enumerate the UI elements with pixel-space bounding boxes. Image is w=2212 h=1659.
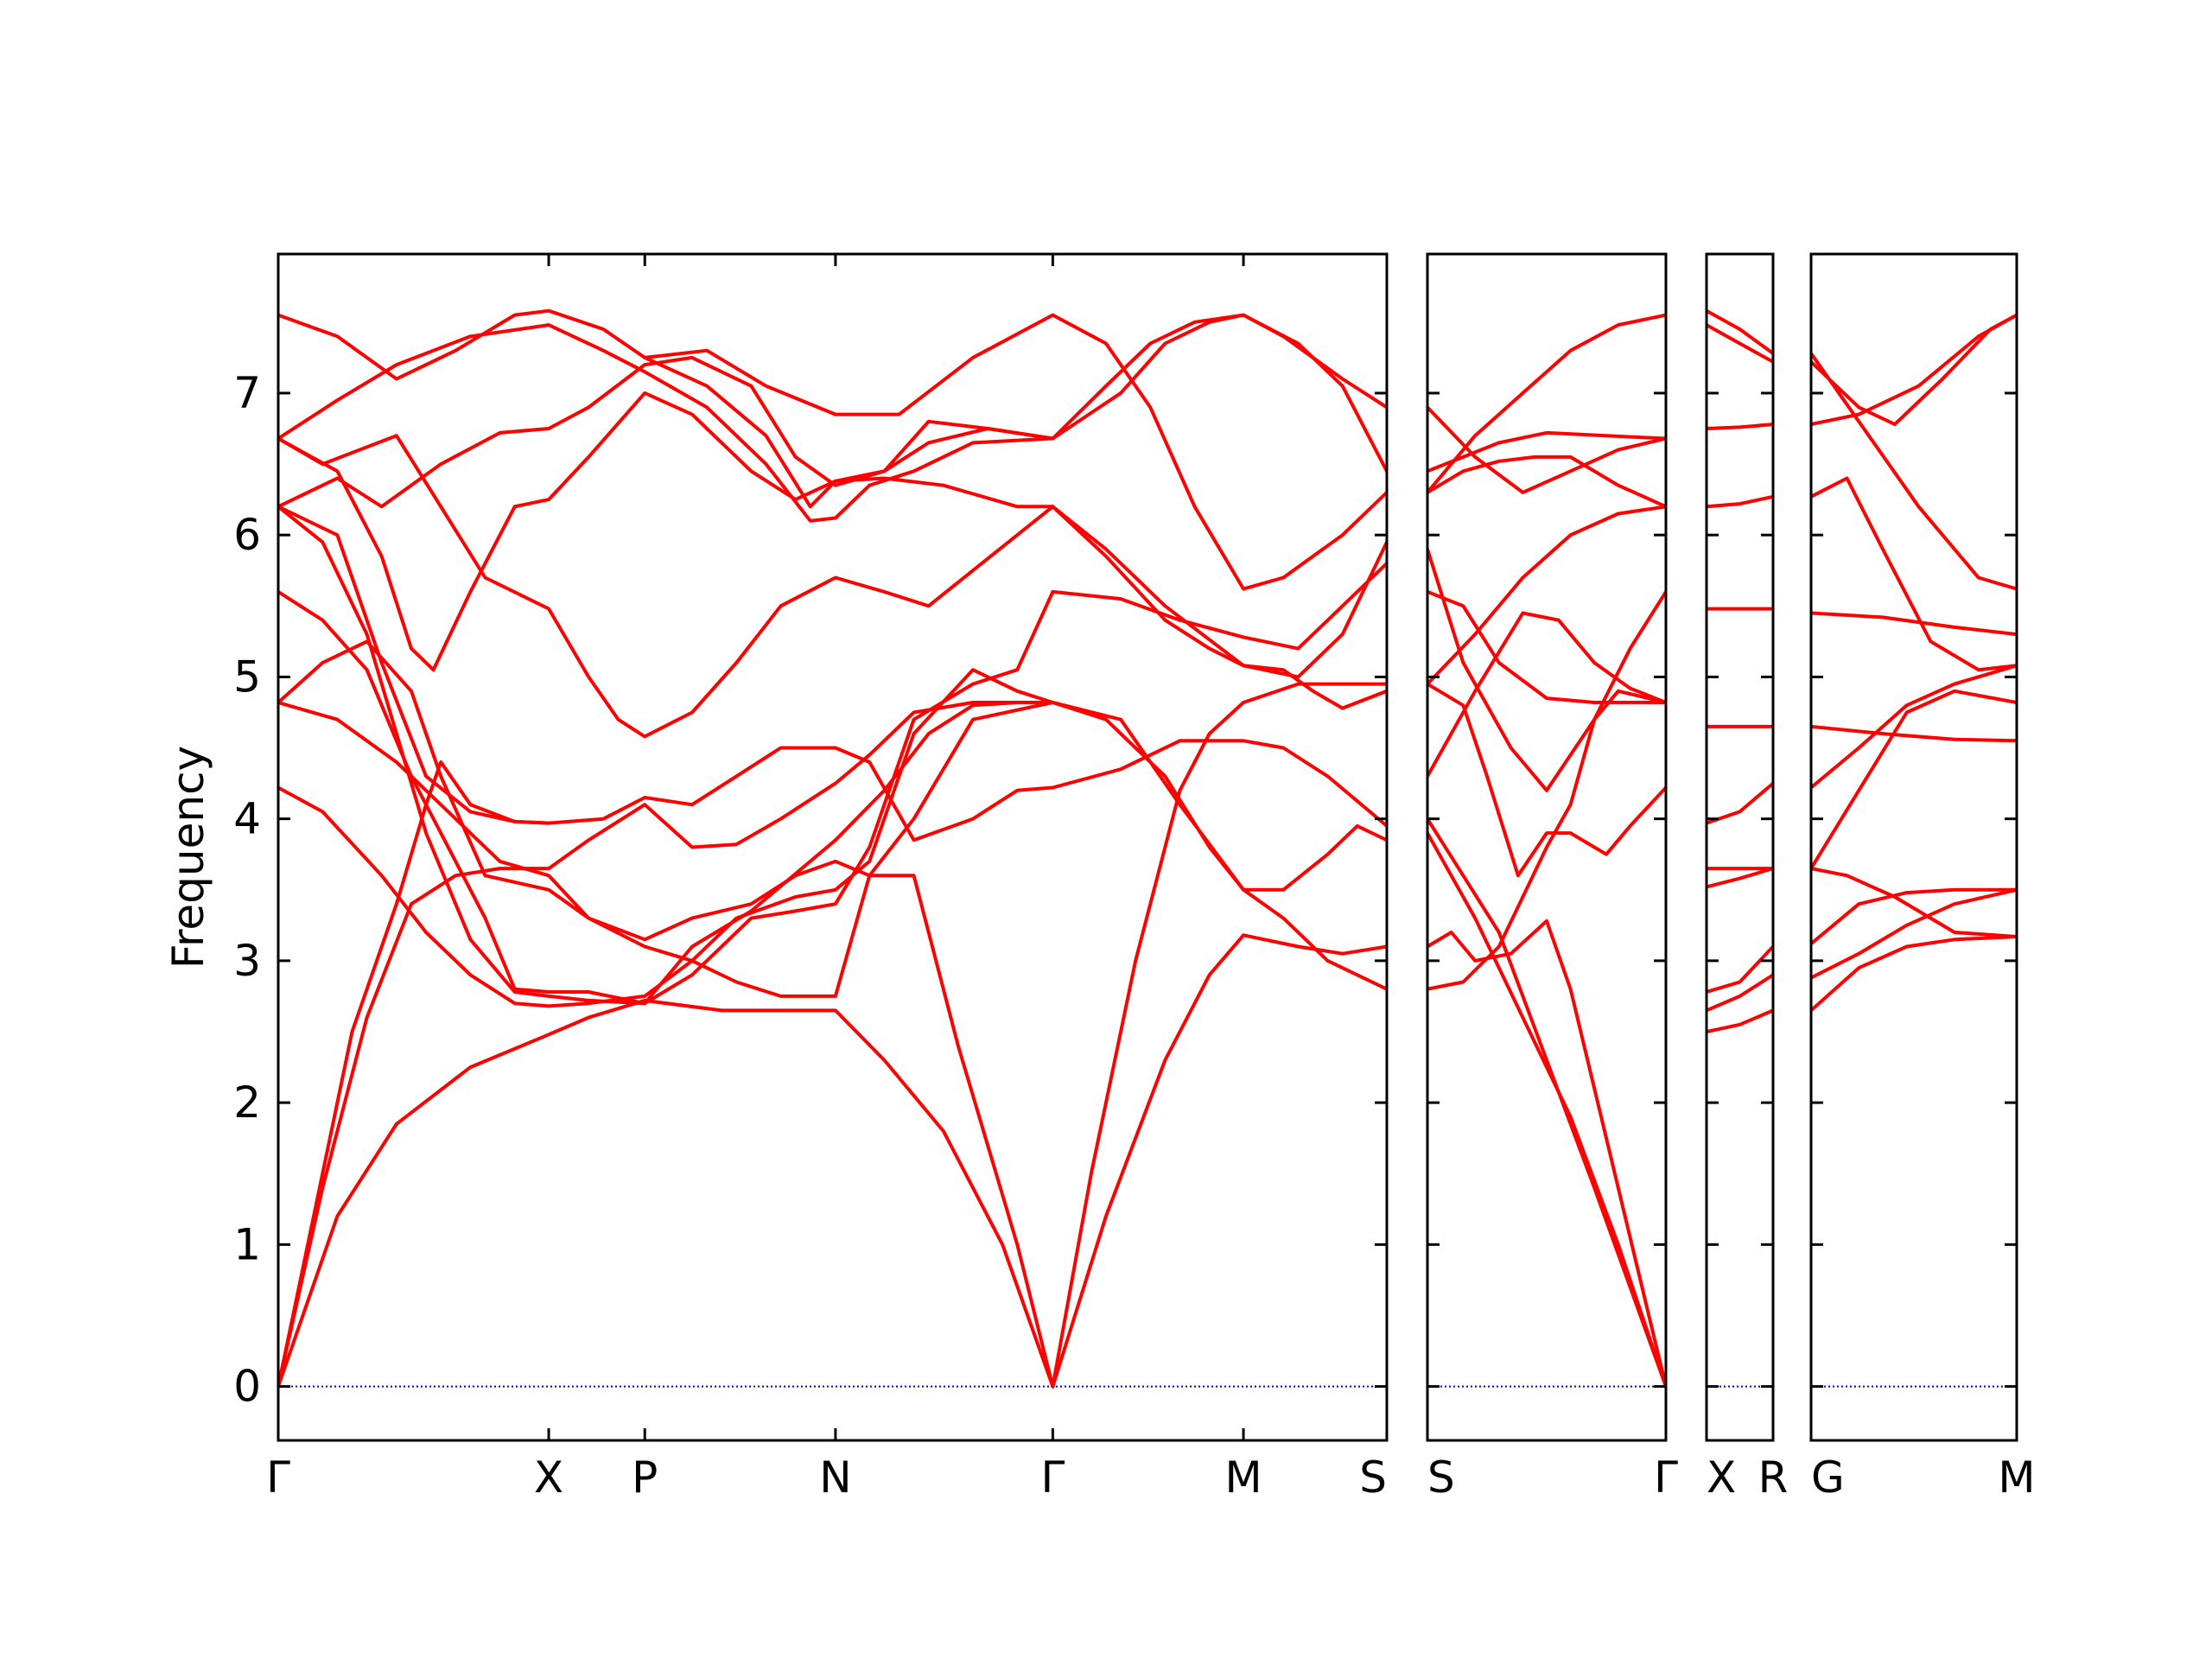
x-tick-label: G xyxy=(1811,1452,1845,1503)
phonon-branch xyxy=(1427,405,1666,494)
y-tick-label: 1 xyxy=(233,1219,261,1269)
phonon-branch xyxy=(1811,352,2017,591)
phonon-branch xyxy=(1051,701,1387,892)
phonon-branch xyxy=(1427,547,1666,792)
y-tick-label: 7 xyxy=(233,368,261,418)
phonon-branch xyxy=(1427,831,1666,1389)
phonon-branch xyxy=(278,308,1055,509)
panel-frame xyxy=(1809,252,2018,1442)
y-tick-label: 6 xyxy=(233,510,261,560)
phonon-branch xyxy=(1427,313,1666,494)
x-tick-label: Γ xyxy=(1654,1452,1678,1503)
phonon-branch xyxy=(1707,973,1773,1013)
phonon-branch xyxy=(278,701,1055,942)
panel-p1: 0 1 2 3 4 5 6 7 Γ X P N Γ M S xyxy=(233,252,1389,1503)
x-tick-label: R xyxy=(1758,1452,1789,1503)
phonon-branch xyxy=(1051,505,1387,679)
x-tick-label: S xyxy=(1359,1452,1387,1503)
x-tick-label: S xyxy=(1427,1452,1455,1503)
phonon-branch xyxy=(1707,944,1773,994)
phonon-branch xyxy=(1811,611,2017,637)
x-tick-label: Γ xyxy=(1040,1452,1065,1503)
branch-group xyxy=(278,308,1387,1389)
phonon-branch xyxy=(1427,682,1666,878)
phonon-branch xyxy=(278,391,1055,672)
y-tick-label: 0 xyxy=(233,1362,261,1412)
phonon-branch xyxy=(1811,664,2017,790)
phonon-branch xyxy=(278,505,551,825)
phonon-branch xyxy=(278,639,1055,963)
panel-frame xyxy=(1426,252,1668,1442)
phonon-branch xyxy=(1051,313,1387,474)
phonon-branch xyxy=(278,746,1055,1389)
phonon-branch xyxy=(1427,589,1666,704)
phonon-branch xyxy=(1811,867,2017,938)
phonon-branch xyxy=(1427,611,1666,779)
phonon-branch xyxy=(643,701,1055,1006)
phonon-branch xyxy=(1051,313,1387,591)
phonon-branch xyxy=(1707,308,1773,355)
x-tick-label: M xyxy=(1998,1452,2035,1503)
phonon-branch xyxy=(1707,781,1773,825)
x-tick-label: X xyxy=(534,1452,563,1503)
phonon-branch xyxy=(1427,918,1666,1389)
phonon-branch xyxy=(278,323,1055,523)
phonon-branch xyxy=(1427,454,1666,509)
panel-frame xyxy=(1705,252,1775,1442)
phonon-branch xyxy=(1707,867,1773,889)
phonon-branch xyxy=(1051,562,1387,651)
phonon-branch xyxy=(278,589,1055,1006)
phonon-branch xyxy=(1707,1008,1773,1033)
y-tick-label: 4 xyxy=(233,794,261,844)
phonon-branch xyxy=(1051,505,1387,710)
phonon-branch xyxy=(1707,494,1773,509)
x-tick-label: Γ xyxy=(266,1452,290,1503)
y-tick-label: 2 xyxy=(233,1077,261,1128)
y-tick-label: 5 xyxy=(233,652,261,702)
phonon-branch xyxy=(1427,817,1666,1389)
phonon-branch xyxy=(1051,739,1387,828)
phonon-branch xyxy=(1811,935,2017,1013)
branch-group xyxy=(1707,308,1773,1033)
phonon-branch xyxy=(1811,724,2017,743)
y-tick-label: 3 xyxy=(233,936,261,986)
phonon-branch xyxy=(1707,323,1773,364)
phonon-branch xyxy=(1427,505,1666,686)
phonon-branch xyxy=(1811,887,2017,980)
phonon-branch xyxy=(1051,933,1387,1389)
phonon-branch xyxy=(278,505,647,1006)
branch-group xyxy=(1427,313,1666,1389)
y-axis-title: Frequency xyxy=(163,746,213,969)
phonon-branch xyxy=(1811,313,2017,427)
phonon-branch xyxy=(1051,313,1387,441)
phonon-branch xyxy=(278,998,1055,1389)
phonon-branch xyxy=(278,785,1055,1389)
x-tick-label: P xyxy=(632,1452,658,1503)
phonon-branch xyxy=(278,434,1055,739)
phonon-branch xyxy=(278,355,1055,509)
phonon-branch xyxy=(1811,476,2017,672)
phonon-branch xyxy=(278,701,1055,1389)
panel-frame xyxy=(276,252,1389,1442)
phonon-branch xyxy=(1427,689,1666,991)
phonon-branch xyxy=(1707,423,1773,430)
phonon-branch xyxy=(643,313,1055,416)
branch-group xyxy=(1811,313,2017,1013)
x-tick-label: N xyxy=(819,1452,851,1503)
phonon-branch xyxy=(1051,682,1387,1389)
phonon-branch xyxy=(1051,701,1387,991)
phonon-branch xyxy=(1811,689,2017,871)
phonon-branch xyxy=(1811,887,2017,946)
x-tick-label: X xyxy=(1707,1452,1736,1503)
x-tick-label: M xyxy=(1224,1452,1262,1503)
